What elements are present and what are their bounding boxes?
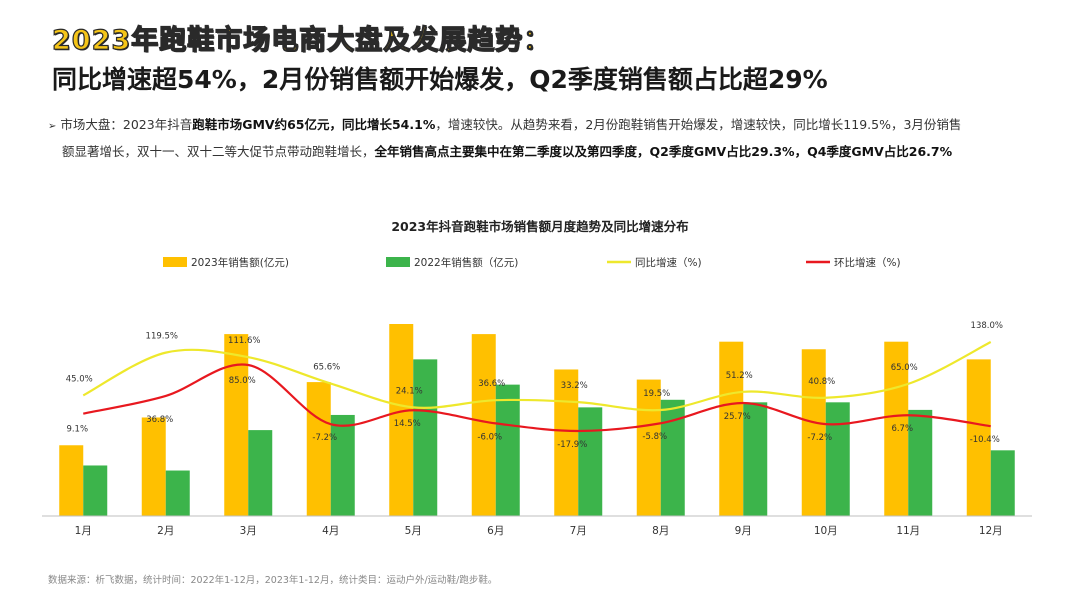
summary-part-3: 额显著增长，双十一、双十二等大促节点带动跑鞋增长， (62, 144, 375, 159)
yoy-label-1: 45.0% (66, 374, 93, 384)
mom-label-10: -7.2% (807, 433, 832, 443)
bar-2022-3 (248, 430, 273, 516)
legend-label-3: 同比增速（%) (635, 256, 702, 269)
legend-swatch-1 (163, 257, 187, 267)
summary-bold-1: 跑鞋市场GMV约65亿元，同比增长54.1% (192, 117, 436, 132)
bar-2023-7 (554, 369, 579, 516)
bar-2023-9 (719, 341, 744, 516)
yoy-label-4: 65.6% (313, 363, 340, 373)
x-tick-label-10: 10月 (814, 525, 838, 537)
x-tick-label-5: 5月 (405, 525, 422, 537)
yoy-label-12: 138.0% (971, 321, 1003, 331)
x-tick-label-2: 2月 (157, 525, 174, 537)
legend-swatch-2 (386, 257, 410, 267)
bar-2023-3 (224, 334, 249, 516)
bar-2023-11 (884, 341, 909, 516)
summary-line-2: 额显著增长，双十一、双十二等大促节点带动跑鞋增长，全年销售高点主要集中在第二季度… (48, 139, 1038, 164)
mom-label-3: 85.0% (229, 376, 256, 386)
legend-label-2: 2022年销售额（亿元) (414, 256, 518, 269)
bar-2022-6 (495, 384, 520, 516)
x-tick-label-6: 6月 (487, 525, 504, 537)
bar-2022-9 (743, 402, 768, 516)
mom-label-8: -5.8% (642, 432, 667, 442)
x-tick-label-11: 11月 (896, 525, 920, 537)
bar-2022-7 (578, 407, 603, 516)
x-tick-label-1: 1月 (75, 525, 92, 537)
bar-2023-6 (471, 334, 496, 516)
x-tick-label-12: 12月 (979, 525, 1003, 537)
x-tick-label-3: 3月 (240, 525, 257, 537)
summary-text: ➢ 市场大盘：2023年抖音跑鞋市场GMV约65亿元，同比增长54.1%，增速较快… (48, 112, 1038, 164)
x-tick-label-7: 7月 (570, 525, 587, 537)
mom-label-12: -10.4% (970, 435, 1000, 445)
bar-2023-10 (801, 349, 826, 516)
bar-2022-5 (413, 359, 438, 516)
mom-label-9: 25.7% (724, 412, 751, 422)
summary-part-1: 市场大盘：2023年抖音 (60, 117, 193, 132)
bar-2023-12 (966, 359, 991, 516)
yoy-growth-line (82, 341, 992, 412)
x-tick-label-8: 8月 (652, 525, 669, 537)
mom-label-4: -7.2% (312, 433, 337, 443)
yoy-label-11: 65.0% (891, 363, 918, 373)
mom-label-7: -17.9% (557, 440, 587, 450)
bar-2023-8 (636, 379, 661, 516)
mom-label-6: -6.0% (477, 432, 502, 442)
bar-2022-12 (990, 450, 1015, 516)
yoy-label-2: 119.5% (146, 332, 178, 342)
data-source-footnote: 数据来源：析飞数据，统计时间：2022年1-12月，2023年1-12月，统计类… (48, 575, 498, 586)
bar-2022-2 (165, 470, 190, 516)
mom-label-1: 9.1% (66, 425, 88, 435)
yoy-label-7: 33.2% (561, 381, 588, 391)
summary-part-2: ，增速较快。从趋势来看，2月份跑鞋销售开始爆发，增速较快，同比增长119.5%，… (435, 117, 962, 132)
bar-2022-10 (825, 402, 850, 516)
yoy-label-10: 40.8% (808, 377, 835, 387)
legend-label-1: 2023年销售额(亿元) (191, 256, 289, 269)
mom-label-11: 6.7% (891, 424, 913, 434)
bar-2023-5 (389, 324, 414, 516)
summary-bold-2: 全年销售高点主要集中在第二季度以及第四季度，Q2季度GMV占比29.3%，Q4季… (374, 144, 953, 159)
yoy-label-6: 36.6% (478, 379, 505, 389)
x-tick-label-4: 4月 (322, 525, 339, 537)
chart-title: 2023年抖音跑鞋市场销售额月度趋势及同比增速分布 (391, 219, 689, 234)
headline: 2023年跑鞋市场电商大盘及发展趋势： (51, 24, 552, 56)
legend-label-4: 环比增速（%) (834, 256, 901, 269)
bar-2022-11 (908, 409, 933, 516)
yoy-label-5: 24.1% (396, 386, 423, 396)
bullet-arrow-icon: ➢ (48, 121, 57, 132)
bar-2022-1 (83, 465, 108, 516)
yoy-label-8: 19.5% (643, 389, 670, 399)
x-tick-label-9: 9月 (735, 525, 752, 537)
bar-2023-2 (141, 417, 166, 516)
subheadline: 同比增速超54%，2月份销售额开始爆发，Q2季度销售额占比超29% (52, 65, 828, 94)
bar-2023-1 (59, 445, 84, 516)
bar-2023-4 (306, 382, 331, 516)
yoy-label-9: 51.2% (726, 371, 753, 381)
mom-label-5: 14.5% (394, 419, 421, 429)
mom-growth-line (83, 363, 991, 433)
yoy-label-3: 111.6% (228, 336, 260, 346)
mom-label-2: 36.8% (146, 415, 173, 425)
bar-2022-4 (330, 414, 355, 516)
